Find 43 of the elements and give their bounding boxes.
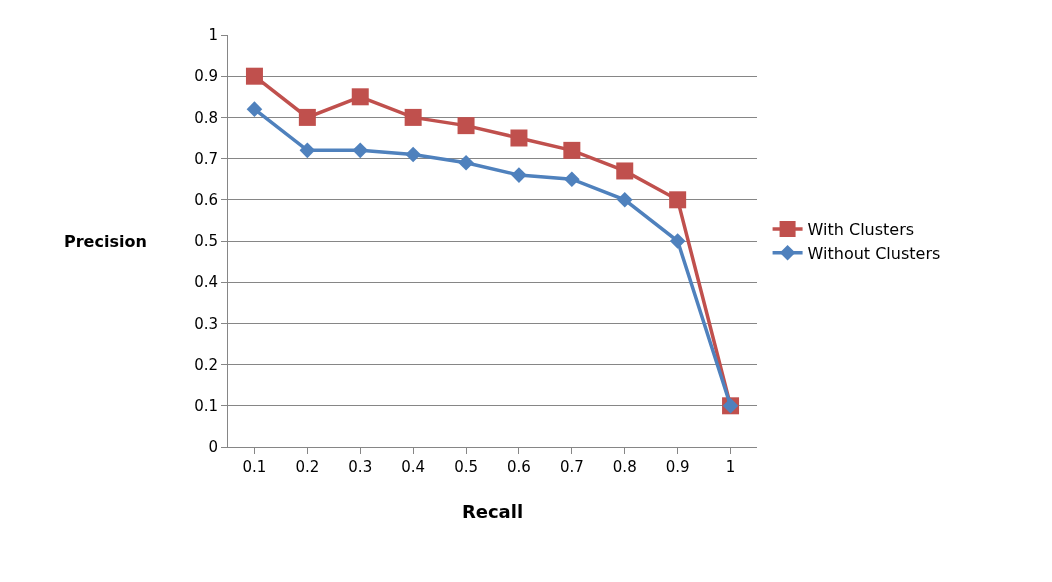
point [404, 108, 422, 126]
y-tick-label: 0.3 [194, 314, 218, 333]
point [669, 233, 686, 249]
y-tick-label: 0.2 [194, 355, 218, 374]
point [616, 192, 633, 208]
x-tick-label: 0.5 [454, 458, 478, 476]
x-tick-label: 0.3 [348, 458, 373, 476]
point [563, 141, 581, 159]
point [352, 142, 369, 159]
x-axis-title: Recall [461, 501, 524, 523]
legend-label: Without Clusters [807, 243, 941, 263]
y-tick-label: 0 [208, 438, 218, 457]
y-tick-label: 0.1 [194, 397, 218, 416]
point [351, 88, 369, 106]
point [458, 154, 474, 171]
point [616, 162, 634, 180]
point [246, 101, 263, 117]
y-tick-label: 0.5 [194, 232, 218, 251]
point [564, 171, 580, 187]
point [511, 167, 527, 183]
x-tick-label: 0.9 [665, 458, 690, 476]
y-tick-label: 0.6 [194, 191, 218, 210]
point [299, 142, 316, 159]
point [457, 117, 475, 135]
point [405, 146, 421, 163]
x-tick-label: 0.7 [559, 458, 584, 476]
x-tick-label: 0.2 [295, 458, 320, 476]
y-tick-label: 0.7 [194, 149, 218, 168]
y-tick-label: 0.9 [194, 67, 218, 86]
x-tick-label: 0.6 [507, 458, 531, 476]
y-tick-label: 0.4 [194, 273, 218, 292]
y-tick-label: 1 [208, 26, 218, 45]
x-tick-label: 1 [725, 458, 736, 476]
point [245, 67, 263, 85]
y-tick-label: 0.8 [194, 108, 218, 127]
x-tick-label: 0.8 [612, 458, 637, 476]
y-axis-title: Precision [64, 232, 147, 251]
x-tick-label: 0.1 [242, 458, 267, 476]
point [298, 108, 316, 126]
x-tick-label: 0.4 [401, 458, 426, 476]
legend-label: With Clusters [807, 220, 915, 240]
point [669, 191, 687, 209]
point [510, 129, 528, 147]
